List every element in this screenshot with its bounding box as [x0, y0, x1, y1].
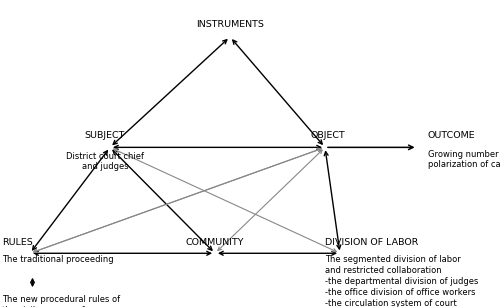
Text: District court chief
and judges: District court chief and judges — [66, 152, 144, 171]
Text: OUTCOME: OUTCOME — [428, 131, 475, 140]
Text: The traditional proceeding: The traditional proceeding — [2, 255, 114, 264]
Text: SUBJECT: SUBJECT — [85, 131, 125, 140]
Text: COMMUNITY: COMMUNITY — [186, 238, 244, 247]
Text: The segmented division of labor
and restricted collaboration
-the departmental d: The segmented division of labor and rest… — [325, 255, 478, 307]
Text: OBJECT: OBJECT — [310, 131, 345, 140]
Text: Growing number and
polarization of cases: Growing number and polarization of cases — [428, 150, 500, 169]
Text: DIVISION OF LABOR: DIVISION OF LABOR — [325, 238, 418, 247]
Text: INSTRUMENTS: INSTRUMENTS — [196, 20, 264, 29]
Text: RULES: RULES — [2, 238, 33, 247]
Text: The new procedural rules of
the civil process reform: The new procedural rules of the civil pr… — [2, 295, 120, 307]
